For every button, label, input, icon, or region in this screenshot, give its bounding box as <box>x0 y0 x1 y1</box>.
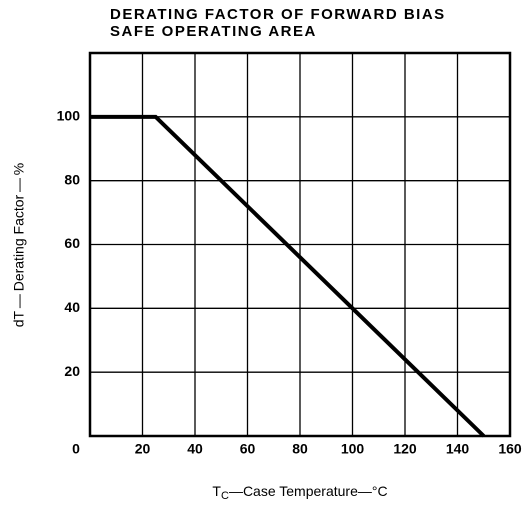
x-tick-label: 20 <box>135 441 151 457</box>
x-tick-label: 160 <box>498 441 522 457</box>
data-line <box>90 114 486 438</box>
x-tick-label: 140 <box>446 441 470 457</box>
chart-title: DERATING FACTOR OF FORWARD BIAS <box>110 6 446 23</box>
y-tick-label: 60 <box>64 235 80 251</box>
x-axis-symbol: T <box>212 483 221 499</box>
y-axis-label: dT — Derating Factor — % <box>11 163 27 327</box>
x-axis-subscript: C <box>221 490 229 502</box>
y-tick-label: 80 <box>64 171 80 187</box>
x-tick-label: 80 <box>292 441 308 457</box>
x-tick-label: 40 <box>187 441 203 457</box>
x-axis-label: TC—Case Temperature—°C <box>212 483 387 502</box>
x-tick-label: 120 <box>393 441 417 457</box>
plot-frame <box>88 51 512 438</box>
y-tick-label: 20 <box>64 363 80 379</box>
x-axis-label-text: —Case Temperature—°C <box>229 483 388 499</box>
y-tick-label: 100 <box>57 108 81 124</box>
x-tick-label: 100 <box>341 441 365 457</box>
x-tick-label: 0 <box>72 441 80 457</box>
x-tick-label: 60 <box>240 441 256 457</box>
chart-title: SAFE OPERATING AREA <box>110 23 317 40</box>
y-tick-label: 40 <box>64 299 80 315</box>
